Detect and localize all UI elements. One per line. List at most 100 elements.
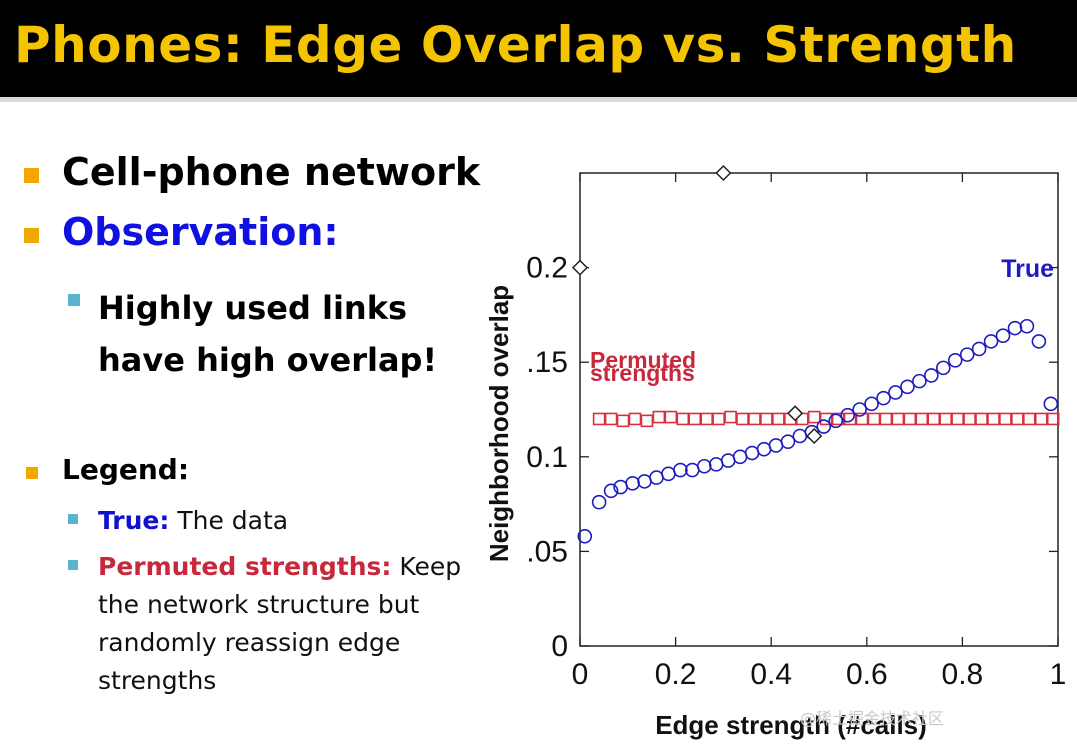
y-tick-label: .05 [526, 535, 568, 568]
overlap-scatter-chart: 0 0.2 0.4 0.6 0.8 1 0 .05 0.1 .15 0.2 Edge strength… [484, 164, 1067, 740]
outlier-diamond [787, 405, 804, 422]
sub-bullet-square-icon [68, 560, 78, 570]
true-point [732, 449, 748, 465]
outlier-diamond [806, 427, 823, 445]
permuted-point [975, 412, 988, 426]
permuted-point [604, 412, 618, 426]
true-point [816, 419, 832, 434]
permuted-point [939, 412, 952, 426]
permuted-point [951, 412, 964, 426]
x-tick-label: 0.2 [655, 658, 697, 691]
permuted-point [712, 412, 725, 426]
legend-key-permuted: Permuted strengths: [98, 552, 392, 581]
bullet-highly-used-links: Highly used links have high overlap! [98, 289, 438, 379]
true-point [744, 445, 760, 461]
y-tick-label: .15 [526, 346, 568, 379]
true-point [947, 353, 963, 368]
sub-bullet-square-icon [68, 294, 80, 306]
true-point [720, 453, 736, 468]
bullet-observation: Observation: [62, 210, 339, 254]
true-point [912, 373, 927, 389]
x-axis-label: Edge strength (#calls) [655, 710, 927, 740]
series-label-true: True [1001, 255, 1054, 283]
true-point [792, 428, 808, 444]
outlier-diamond [571, 259, 589, 276]
true-point [591, 494, 607, 510]
permuted-point [855, 412, 869, 426]
permuted-point [903, 412, 917, 426]
legend-key-true: True: [98, 506, 170, 535]
permuted-point [831, 412, 845, 426]
true-point [864, 396, 879, 412]
title-bar [0, 0, 1077, 97]
true-point [828, 413, 844, 429]
true-point [1043, 396, 1059, 412]
series-label-strengths: strengths [590, 360, 695, 386]
true-point [876, 390, 891, 406]
permuted-point [760, 412, 773, 426]
slide-title: Phones: Edge Overlap vs. Strength [14, 16, 1017, 74]
permuted-point [652, 410, 666, 424]
true-point [1031, 334, 1047, 349]
permuted-point [891, 412, 905, 426]
true-point [637, 474, 652, 489]
permuted-point [1011, 412, 1024, 426]
true-point [935, 360, 951, 376]
permuted-point [987, 412, 1000, 426]
permuted-point [664, 410, 678, 424]
true-point [840, 407, 855, 423]
bullet-square-icon [24, 168, 39, 183]
permuted-point [640, 414, 654, 428]
permuted-point [1046, 412, 1060, 426]
true-point [983, 334, 999, 349]
y-axis-label: Neighborhood overlap [484, 285, 514, 562]
permuted-point [772, 412, 785, 426]
true-point [1007, 320, 1023, 336]
true-point [685, 462, 700, 478]
permuted-point [915, 412, 929, 426]
permuted-point [867, 412, 881, 426]
permuted-point [843, 412, 857, 426]
true-point [577, 528, 593, 544]
true-point [900, 379, 915, 395]
permuted-point [628, 412, 642, 426]
true-point [959, 347, 975, 362]
y-tick-label: 0 [551, 630, 568, 663]
permuted-point [999, 412, 1012, 426]
series-label-permuted: Permuted [590, 347, 696, 373]
permuted-point [807, 410, 821, 424]
x-tick-label: 0.8 [942, 658, 984, 691]
permuted-point [676, 412, 690, 426]
legend-text-true: The data [169, 506, 289, 535]
x-tick-label: 1 [1050, 658, 1067, 691]
watermark: @稀土掘金技术社区 [800, 709, 945, 728]
true-point [768, 438, 784, 453]
permuted-point [963, 412, 976, 426]
true-point [888, 385, 903, 400]
legend-heading: Legend: [62, 453, 190, 486]
true-point [603, 483, 619, 499]
true-point [995, 328, 1011, 344]
sub-bullet-square-icon [68, 514, 78, 524]
x-tick-label: 0 [572, 658, 589, 691]
bullet-cell-phone-network: Cell-phone network [62, 150, 481, 194]
true-point [756, 441, 772, 457]
legend-item-true: True: The data [98, 502, 468, 540]
permuted-point [1023, 412, 1036, 426]
true-point [673, 462, 688, 478]
permuted-point [927, 412, 941, 426]
outlier-diamond [715, 164, 732, 182]
permuted-point [700, 412, 713, 426]
legend-item-permuted: Permuted strengths: Keep the network str… [98, 548, 468, 700]
y-tick-label: 0.2 [526, 252, 568, 285]
bullet-square-icon [24, 228, 39, 243]
true-point [852, 402, 867, 417]
true-point [780, 434, 796, 449]
x-tick-label: 0.6 [846, 658, 888, 691]
x-tick-label: 0.4 [750, 658, 792, 691]
permuted-point [819, 412, 833, 426]
bullet-square-icon [26, 467, 38, 479]
permuted-point [748, 412, 761, 426]
true-point [708, 457, 724, 472]
permuted-point [879, 412, 893, 426]
